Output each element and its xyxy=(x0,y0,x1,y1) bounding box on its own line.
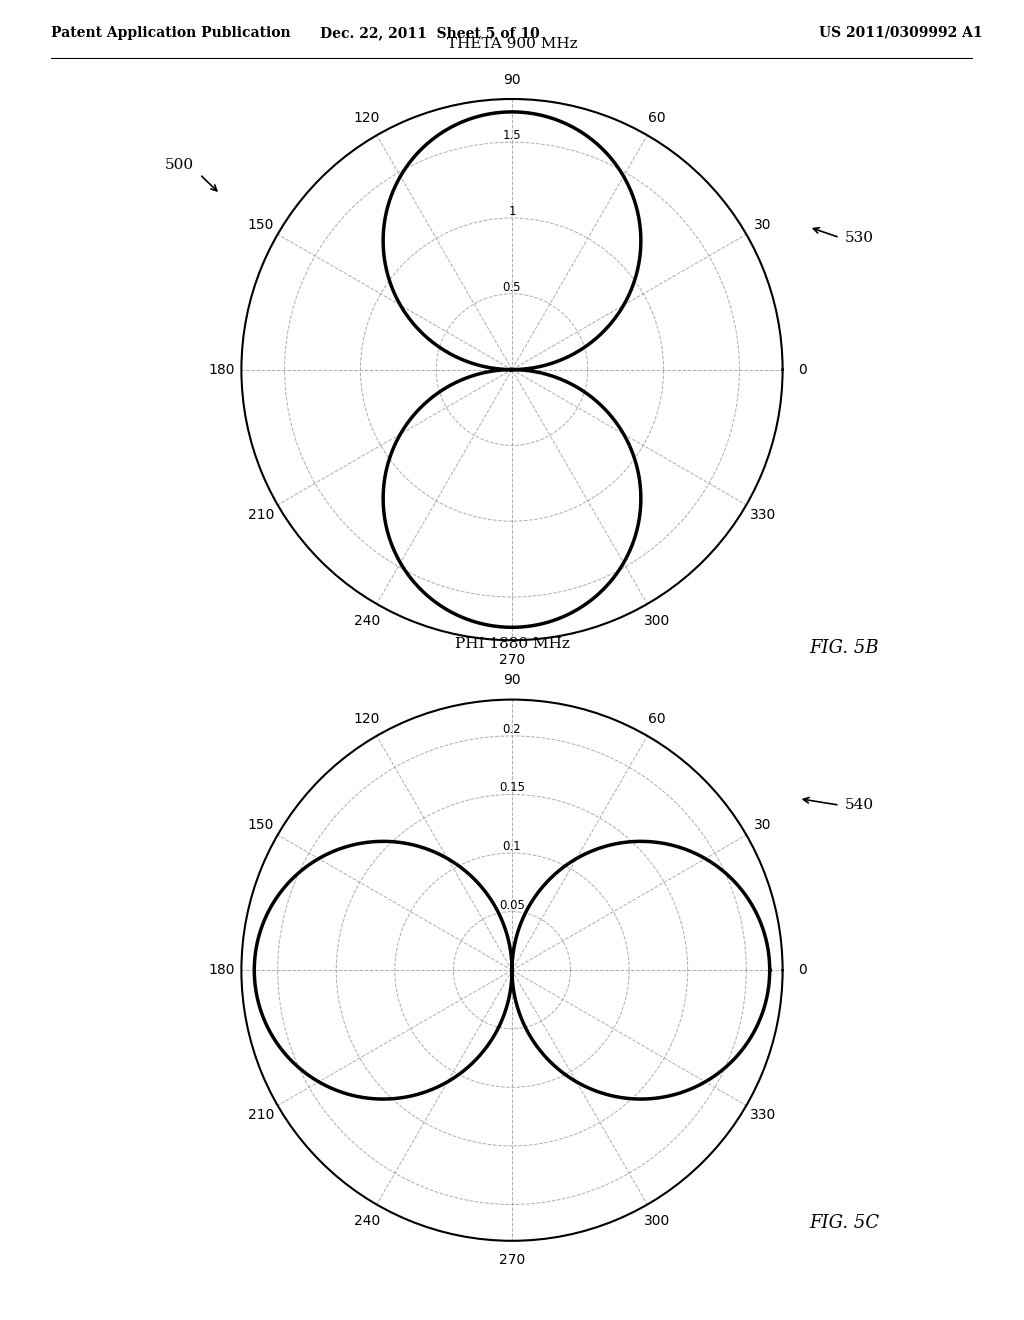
Text: 500: 500 xyxy=(165,158,194,172)
Text: 540: 540 xyxy=(845,799,873,812)
Text: Patent Application Publication: Patent Application Publication xyxy=(51,26,291,40)
Title: THETA 900 MHz: THETA 900 MHz xyxy=(446,37,578,50)
Text: 530: 530 xyxy=(845,231,873,244)
Text: Dec. 22, 2011  Sheet 5 of 10: Dec. 22, 2011 Sheet 5 of 10 xyxy=(321,26,540,40)
Text: FIG. 5C: FIG. 5C xyxy=(809,1214,879,1233)
Title: PHI 1880 MHz: PHI 1880 MHz xyxy=(455,638,569,651)
Text: US 2011/0309992 A1: US 2011/0309992 A1 xyxy=(819,26,983,40)
Text: FIG. 5B: FIG. 5B xyxy=(809,639,879,657)
